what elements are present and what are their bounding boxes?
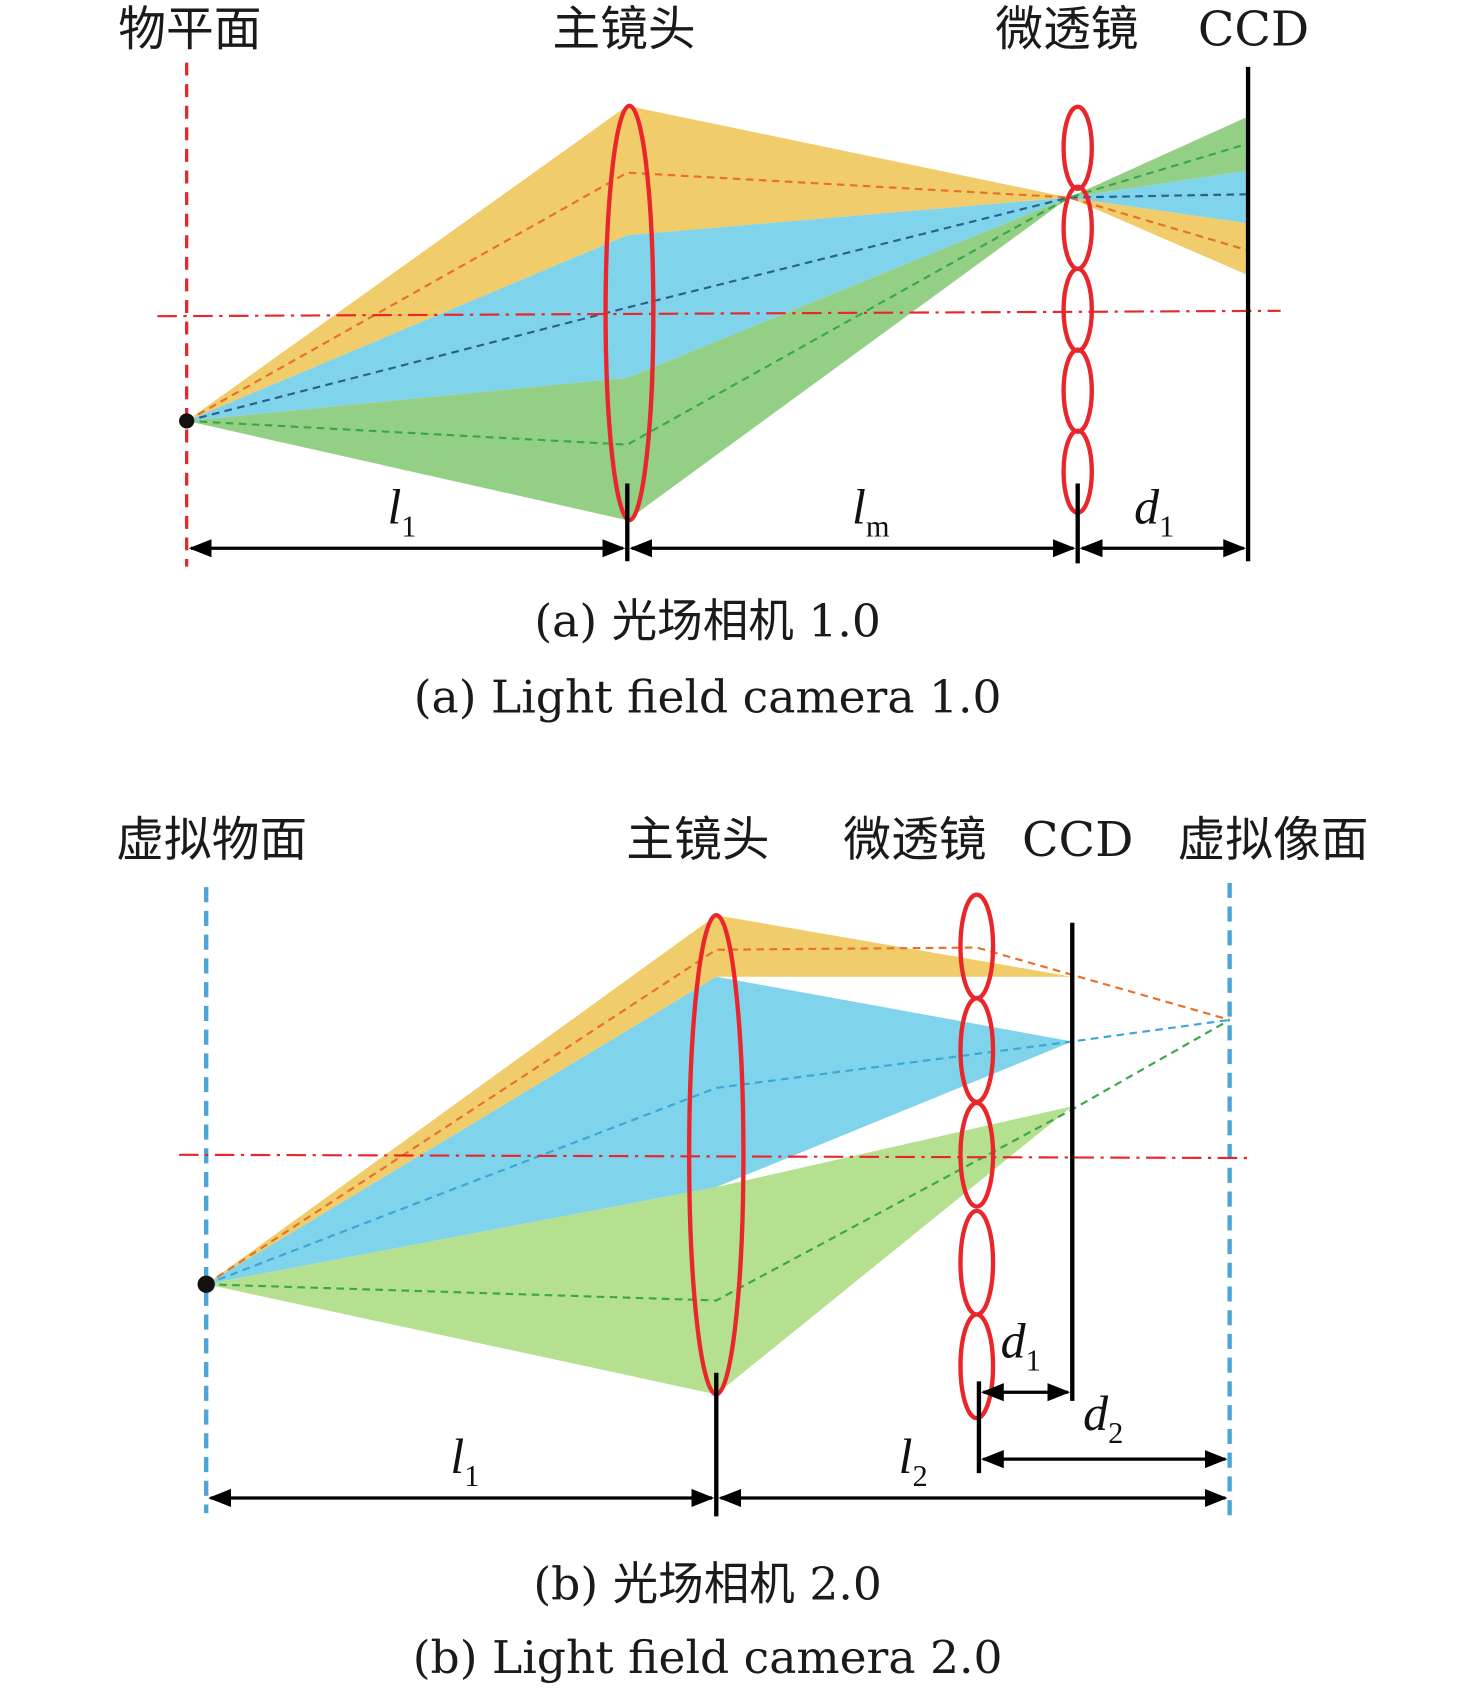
dim-d1-label: d1 <box>1001 1314 1041 1378</box>
dim-l1-label: l1 <box>387 480 416 544</box>
caption-b-cn: (b) 光场相机 2.0 <box>533 1558 881 1611</box>
label-object-plane: 物平面 <box>118 2 261 57</box>
label-main-lens: 主镜头 <box>626 813 769 868</box>
dim-d2-label: d2 <box>1083 1386 1123 1450</box>
blue-diverging-bundle <box>1069 170 1249 224</box>
blue-ray-bundle <box>206 976 1073 1285</box>
green-chief-ray <box>206 1018 1231 1302</box>
green-chief-ray <box>186 142 1249 446</box>
caption-a-cn: (a) 光场相机 1.0 <box>534 595 880 648</box>
blue-chief-ray <box>186 193 1249 422</box>
orange-chief-ray <box>186 171 1249 422</box>
label-ccd: CCD <box>1022 813 1133 868</box>
yellow-diverging-bundle <box>1069 197 1249 276</box>
green-ray-bundle <box>206 1106 1073 1395</box>
dim-l1-label: l1 <box>450 1429 479 1493</box>
yellow-ray-bundle <box>186 105 1070 421</box>
virtual-object-point <box>197 1275 215 1293</box>
caption-b-en: (b) Light field camera 2.0 <box>413 1631 1003 1684</box>
microlens-array <box>1061 104 1094 515</box>
dim-d1-label: d1 <box>1134 480 1174 544</box>
label-microlens: 微透镜 <box>843 813 986 868</box>
dim-lm-label: lm <box>852 480 890 544</box>
orange-chief-ray <box>205 946 1230 1286</box>
green-ray-bundle <box>186 197 1070 521</box>
yellow-ray-bundle <box>206 915 1073 1285</box>
dim-l2-label: l2 <box>899 1429 928 1493</box>
object-point <box>179 413 195 429</box>
blue-chief-ray <box>205 1018 1230 1286</box>
caption-a-en: (a) Light field camera 1.0 <box>414 670 1002 723</box>
label-microlens: 微透镜 <box>995 2 1138 57</box>
label-ccd: CCD <box>1198 2 1309 57</box>
label-virtual-image-plane: 虚拟像面 <box>1178 813 1369 868</box>
label-virtual-object-plane: 虚拟物面 <box>116 813 307 868</box>
panel-a: l1 lm d1 物平面 主镜头 微透镜 CCD (a) 光场相机 1.0 (a… <box>118 2 1309 723</box>
panel-b: l1 l2 d1 d2 虚拟物面 主镜头 微透镜 CCD 虚拟像面 (b) 光场… <box>116 813 1368 1684</box>
label-main-lens: 主镜头 <box>552 2 695 57</box>
